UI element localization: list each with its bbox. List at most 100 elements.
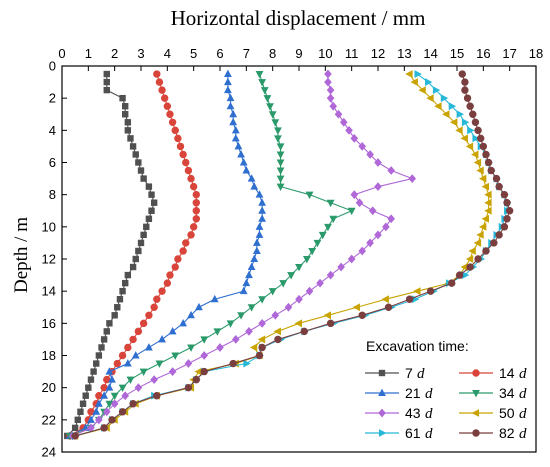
data-point [490,239,498,247]
data-point [143,223,150,231]
series-34d [66,71,356,441]
data-point [158,86,166,94]
data-point [121,391,129,401]
data-point [329,101,338,111]
data-point [484,206,492,215]
data-point [93,360,100,367]
series-layer [64,69,514,441]
legend-label: 61 [405,425,421,441]
data-point [179,247,187,255]
data-point [484,158,493,167]
data-point [258,79,267,87]
data-point [231,133,240,142]
data-point [79,400,87,407]
data-point [355,198,364,208]
data-point [374,230,382,240]
data-point [184,166,193,175]
data-point [432,86,441,95]
data-point [85,384,92,391]
data-point [324,77,332,87]
data-point [102,407,111,417]
legend-label: 82 [499,425,515,441]
data-point [129,400,137,408]
data-point [134,327,143,336]
data-point [255,351,264,360]
data-point [448,279,456,287]
y-tick-label: 6 [49,155,56,170]
data-point [337,262,345,272]
data-point [487,166,495,175]
data-point [182,158,190,167]
x-tick-label: 1 [85,46,92,61]
data-point [474,126,482,135]
data-point [168,326,177,335]
data-point [469,110,477,118]
x-tick-label: 0 [58,46,65,61]
data-point [111,312,118,319]
data-point [305,286,314,296]
legend-unit: d [519,366,527,382]
data-point [137,239,145,247]
data-point [287,272,295,280]
data-point [148,207,155,214]
data-point [460,134,468,143]
data-point [110,392,119,401]
x-tick-label: 18 [529,46,543,61]
data-point [140,175,147,182]
data-point [465,255,474,263]
data-point [255,190,264,198]
data-point [426,287,435,295]
data-point [105,400,114,409]
data-point [413,287,421,296]
data-point [263,95,272,103]
legend: Excavation time: 7 d 14 d21 d 34 d43 d 50 d61 d 82 d [365,338,527,442]
data-point [243,359,251,368]
legend-item-61d: 61 d [365,425,433,442]
legend-swatch-marker [378,388,386,397]
data-point [476,166,484,175]
data-point [250,254,259,263]
data-point [481,214,489,223]
data-point [352,303,360,312]
legend-label: 34 [499,385,515,401]
data-point [271,119,280,127]
data-point [387,214,395,224]
data-point [95,352,103,359]
series-21d [66,69,267,439]
data-point [189,223,198,231]
data-point [258,318,266,328]
data-point [98,344,105,351]
data-point [247,304,256,312]
data-point [200,367,208,376]
legend-swatch-marker [378,429,387,437]
legend-unit: d [425,426,433,442]
data-point [456,110,465,119]
y-tick-label: 24 [42,445,56,460]
x-tick-label: 4 [164,46,171,61]
data-point [158,287,166,295]
data-point [482,150,490,159]
data-point [473,158,482,167]
data-point [481,182,489,191]
data-point [184,359,193,368]
data-point [266,103,274,111]
data-point [374,158,382,167]
data-point [258,198,267,206]
data-point [258,206,267,214]
data-point [171,352,180,360]
data-point [274,127,282,135]
data-point [434,102,442,111]
data-point [179,318,188,327]
data-point [500,190,509,199]
data-point [153,392,161,400]
data-point [326,319,335,328]
data-point [232,335,240,344]
series-line [75,73,511,437]
data-point [174,134,182,143]
data-point [503,199,511,207]
data-point [187,231,195,239]
legend-item-21d: 21 d [365,385,433,402]
data-point [258,296,267,304]
legend-unit: d [425,386,433,402]
